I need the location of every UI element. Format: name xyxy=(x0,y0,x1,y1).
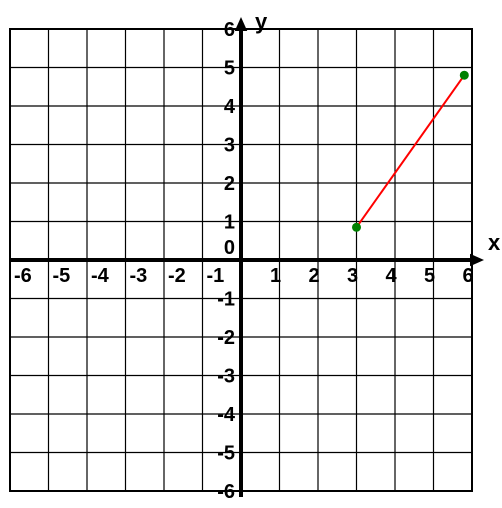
svg-text:2: 2 xyxy=(224,173,235,195)
chart-svg: x y -6 -5 -4 -3 -2 -1 1 2 3 4 5 6 -6 -5 -4 -3 -2 -1 0 1 2 3 4 5 6 xyxy=(0,0,502,508)
svg-text:-3: -3 xyxy=(217,366,235,388)
svg-text:0: 0 xyxy=(224,237,235,259)
svg-text:2: 2 xyxy=(308,265,319,287)
svg-text:-5: -5 xyxy=(53,265,71,287)
svg-text:6: 6 xyxy=(224,19,235,41)
svg-text:4: 4 xyxy=(385,265,397,287)
svg-text:-3: -3 xyxy=(130,265,148,287)
svg-text:5: 5 xyxy=(424,265,435,287)
svg-text:3: 3 xyxy=(224,135,235,157)
svg-text:-5: -5 xyxy=(217,443,235,465)
y-axis-label: y xyxy=(255,9,268,34)
svg-text:3: 3 xyxy=(347,265,358,287)
svg-text:-4: -4 xyxy=(217,404,236,426)
svg-text:1: 1 xyxy=(224,212,235,234)
svg-text:-1: -1 xyxy=(217,289,235,311)
data-point xyxy=(460,71,469,80)
svg-text:-4: -4 xyxy=(91,265,110,287)
svg-text:-2: -2 xyxy=(217,327,235,349)
svg-text:5: 5 xyxy=(224,58,235,80)
svg-text:4: 4 xyxy=(224,96,236,118)
svg-text:-6: -6 xyxy=(217,481,235,503)
svg-text:-2: -2 xyxy=(168,265,186,287)
data-point xyxy=(352,223,361,232)
svg-text:1: 1 xyxy=(270,265,281,287)
line-chart: x y -6 -5 -4 -3 -2 -1 1 2 3 4 5 6 -6 -5 -4 -3 -2 -1 0 1 2 3 4 5 6 xyxy=(0,0,502,508)
svg-text:-6: -6 xyxy=(14,265,32,287)
svg-text:6: 6 xyxy=(462,265,473,287)
svg-text:-1: -1 xyxy=(207,265,225,287)
x-axis-label: x xyxy=(488,230,501,255)
